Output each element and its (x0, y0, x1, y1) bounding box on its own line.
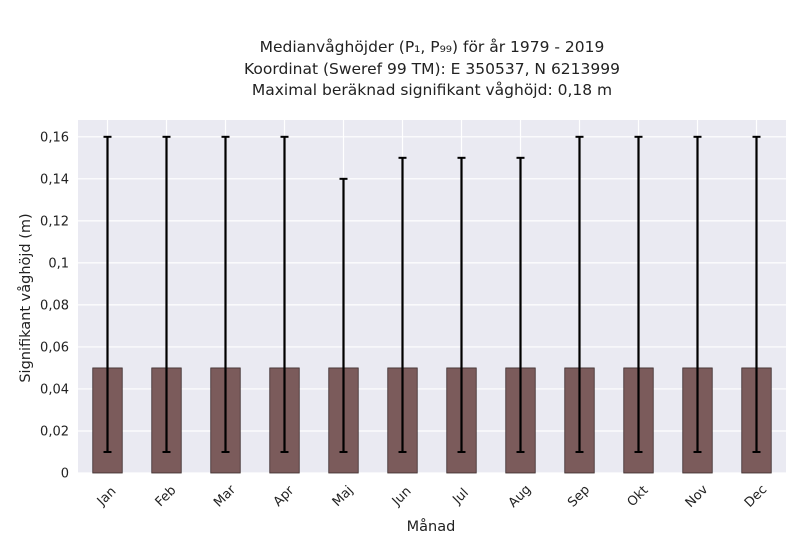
y-tick-label: 0,16 (40, 130, 69, 145)
y-axis-ticks: 0 0,02 0,04 0,06 0,08 0,1 0,12 0,14 0,16 (40, 130, 69, 481)
y-tick-label: 0,08 (40, 298, 69, 313)
y-tick-label: 0,02 (40, 424, 69, 439)
x-axis-ticks: Jan Feb Mar Apr Maj Jun Jul Aug Sep Okt Nov Dec (94, 482, 770, 511)
x-tick-label-aug: Aug (506, 482, 535, 511)
error-bar-sep (575, 135, 584, 453)
chart-title-line-3: Maximal beräknad signifikant våghöjd: 0,… (252, 81, 612, 99)
error-bar-jan (103, 135, 112, 453)
x-axis-label: Månad (407, 518, 456, 535)
x-tick-label-jan: Jan (94, 484, 119, 509)
x-tick-label-sep: Sep (565, 483, 593, 511)
error-bar-apr (280, 135, 289, 453)
y-tick-label: 0,04 (40, 382, 69, 397)
error-bar-nov (693, 135, 702, 453)
x-tick-label-okt: Okt (625, 483, 652, 510)
plot-area (78, 120, 786, 473)
error-bar-jun (398, 156, 407, 453)
y-tick-label: 0,12 (40, 214, 69, 229)
chart-title: Medianvåghöjder (P₁, P₉₉) för år 1979 - … (244, 38, 620, 99)
x-tick-label-maj: Maj (330, 483, 357, 510)
y-tick-label: 0,1 (48, 256, 69, 271)
y-tick-label: 0,06 (40, 340, 69, 355)
x-tick-label-mar: Mar (211, 482, 239, 510)
chart-title-line-1: Medianvåghöjder (P₁, P₉₉) för år 1979 - … (260, 38, 605, 56)
error-bar-maj (339, 177, 348, 453)
x-tick-label-jun: Jun (389, 484, 415, 510)
error-bar-mar (221, 135, 230, 453)
chart-title-line-2: Koordinat (Sweref 99 TM): E 350537, N 62… (244, 60, 620, 78)
error-bar-jul (457, 156, 466, 453)
x-tick-label-jul: Jul (449, 486, 471, 508)
x-tick-label-apr: Apr (271, 483, 298, 510)
y-tick-label: 0 (61, 467, 69, 482)
y-tick-label: 0,14 (40, 172, 69, 187)
x-tick-label-feb: Feb (153, 483, 180, 510)
x-tick-label-dec: Dec (742, 482, 770, 510)
error-bar-okt (634, 135, 643, 453)
error-bar-feb (162, 135, 171, 453)
error-bar-dec (752, 135, 761, 453)
x-tick-label-nov: Nov (683, 482, 712, 511)
y-axis-label: Signifikant våghöjd (m) (17, 213, 34, 382)
error-bar-aug (516, 156, 525, 453)
error-bars (103, 135, 761, 453)
